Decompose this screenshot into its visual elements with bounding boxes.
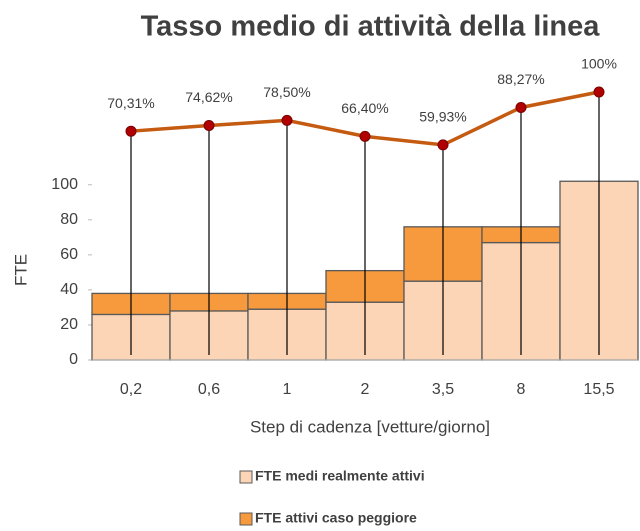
line-marker [203, 120, 215, 132]
legend-swatch [239, 470, 253, 484]
data-label: 74,62% [185, 89, 232, 105]
y-tick-label: 60 [60, 246, 78, 263]
legend-swatch [239, 512, 253, 526]
data-label: 100% [581, 56, 617, 72]
chart-title: Tasso medio di attività della linea [141, 11, 601, 43]
x-tick-label: 15,5 [583, 381, 614, 398]
line-marker [125, 125, 137, 137]
line-marker [359, 130, 371, 142]
line-marker [515, 101, 527, 113]
y-tick-label: 80 [60, 211, 78, 228]
y-tick-label: 0 [69, 351, 78, 368]
x-tick-label: 1 [283, 381, 292, 398]
x-tick-label: 8 [517, 381, 526, 398]
line-marker [593, 86, 605, 98]
data-label: 88,27% [497, 71, 544, 87]
data-label: 78,50% [263, 84, 310, 100]
data-label: 59,93% [419, 109, 466, 125]
legend-label: FTE medi realmente attivi [255, 468, 425, 484]
legend-label: FTE attivi caso peggiore [255, 510, 417, 526]
y-axis-label: FTE [11, 254, 30, 286]
x-tick-label: 3,5 [432, 381, 454, 398]
line-marker [281, 114, 293, 126]
x-tick-label: 0,6 [198, 381, 220, 398]
data-label: 70,31% [107, 95, 154, 111]
y-tick-label: 100 [51, 176, 78, 193]
x-axis-label: Step di cadenza [vetture/giorno] [250, 417, 490, 436]
y-tick-label: 20 [60, 316, 78, 333]
data-label: 66,40% [341, 100, 388, 116]
y-tick-label: 40 [60, 281, 78, 298]
line-marker [437, 139, 449, 151]
x-tick-label: 0,2 [120, 381, 142, 398]
x-tick-label: 2 [361, 381, 370, 398]
